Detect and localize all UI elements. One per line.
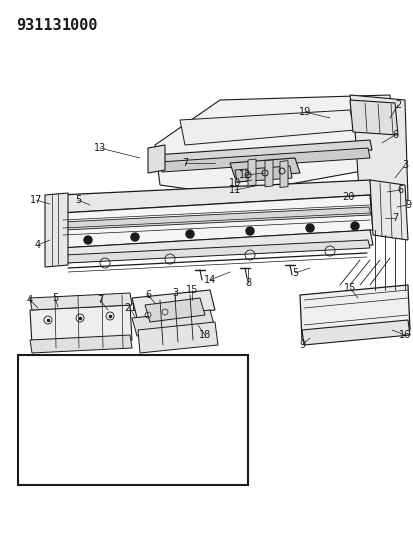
Text: 6: 6 <box>391 130 397 140</box>
Text: 8: 8 <box>244 278 250 288</box>
Polygon shape <box>349 95 407 205</box>
Text: 15: 15 <box>185 285 198 295</box>
Text: 6: 6 <box>145 290 151 300</box>
Polygon shape <box>45 193 68 267</box>
Text: 10: 10 <box>228 178 240 188</box>
Polygon shape <box>299 285 409 340</box>
Text: 21: 21 <box>123 303 136 313</box>
Polygon shape <box>159 148 369 172</box>
Polygon shape <box>60 180 372 213</box>
Text: 1000: 1000 <box>62 18 98 33</box>
Circle shape <box>305 224 313 232</box>
Circle shape <box>245 227 254 235</box>
Polygon shape <box>349 100 397 135</box>
Circle shape <box>84 236 92 244</box>
Text: 7: 7 <box>181 158 188 168</box>
Text: 15: 15 <box>343 283 355 293</box>
Text: 6: 6 <box>396 185 402 195</box>
Text: 12: 12 <box>238 170 251 180</box>
Polygon shape <box>30 335 132 353</box>
Polygon shape <box>247 159 255 186</box>
Text: 2: 2 <box>394 100 400 110</box>
Polygon shape <box>230 158 299 178</box>
Polygon shape <box>369 180 407 240</box>
Text: 20: 20 <box>341 192 354 202</box>
Text: 16: 16 <box>398 330 410 340</box>
Polygon shape <box>180 110 354 145</box>
Text: 5: 5 <box>291 268 297 278</box>
Text: 3: 3 <box>171 288 178 298</box>
Text: 4: 4 <box>35 240 41 250</box>
Text: 17: 17 <box>30 195 42 205</box>
Polygon shape <box>147 145 165 173</box>
Polygon shape <box>30 293 132 310</box>
Polygon shape <box>301 320 409 345</box>
Text: 5: 5 <box>75 195 81 205</box>
Text: 3: 3 <box>401 160 407 170</box>
Polygon shape <box>60 195 372 248</box>
Polygon shape <box>62 207 370 230</box>
Text: 9: 9 <box>298 340 304 350</box>
Text: 18: 18 <box>198 330 211 340</box>
Polygon shape <box>235 166 291 182</box>
Text: 11: 11 <box>228 185 240 195</box>
Text: 13: 13 <box>94 143 106 153</box>
Polygon shape <box>65 240 369 263</box>
Text: 4: 4 <box>27 295 33 305</box>
Text: 7: 7 <box>97 295 103 305</box>
Circle shape <box>131 233 139 241</box>
Polygon shape <box>279 160 287 188</box>
Polygon shape <box>154 140 371 165</box>
Polygon shape <box>138 322 218 353</box>
Polygon shape <box>132 290 214 318</box>
Bar <box>18 355 247 485</box>
Text: 19: 19 <box>298 107 311 117</box>
Polygon shape <box>264 160 272 187</box>
Text: 9: 9 <box>404 200 410 210</box>
Text: 14: 14 <box>203 275 216 285</box>
Polygon shape <box>154 95 394 195</box>
Circle shape <box>350 222 358 230</box>
Polygon shape <box>30 305 132 345</box>
Text: 93113: 93113 <box>16 18 62 33</box>
Polygon shape <box>132 310 214 336</box>
Polygon shape <box>60 230 372 263</box>
Text: 7: 7 <box>391 213 397 223</box>
Circle shape <box>185 230 194 238</box>
Text: 5: 5 <box>52 293 58 303</box>
Polygon shape <box>145 298 204 322</box>
